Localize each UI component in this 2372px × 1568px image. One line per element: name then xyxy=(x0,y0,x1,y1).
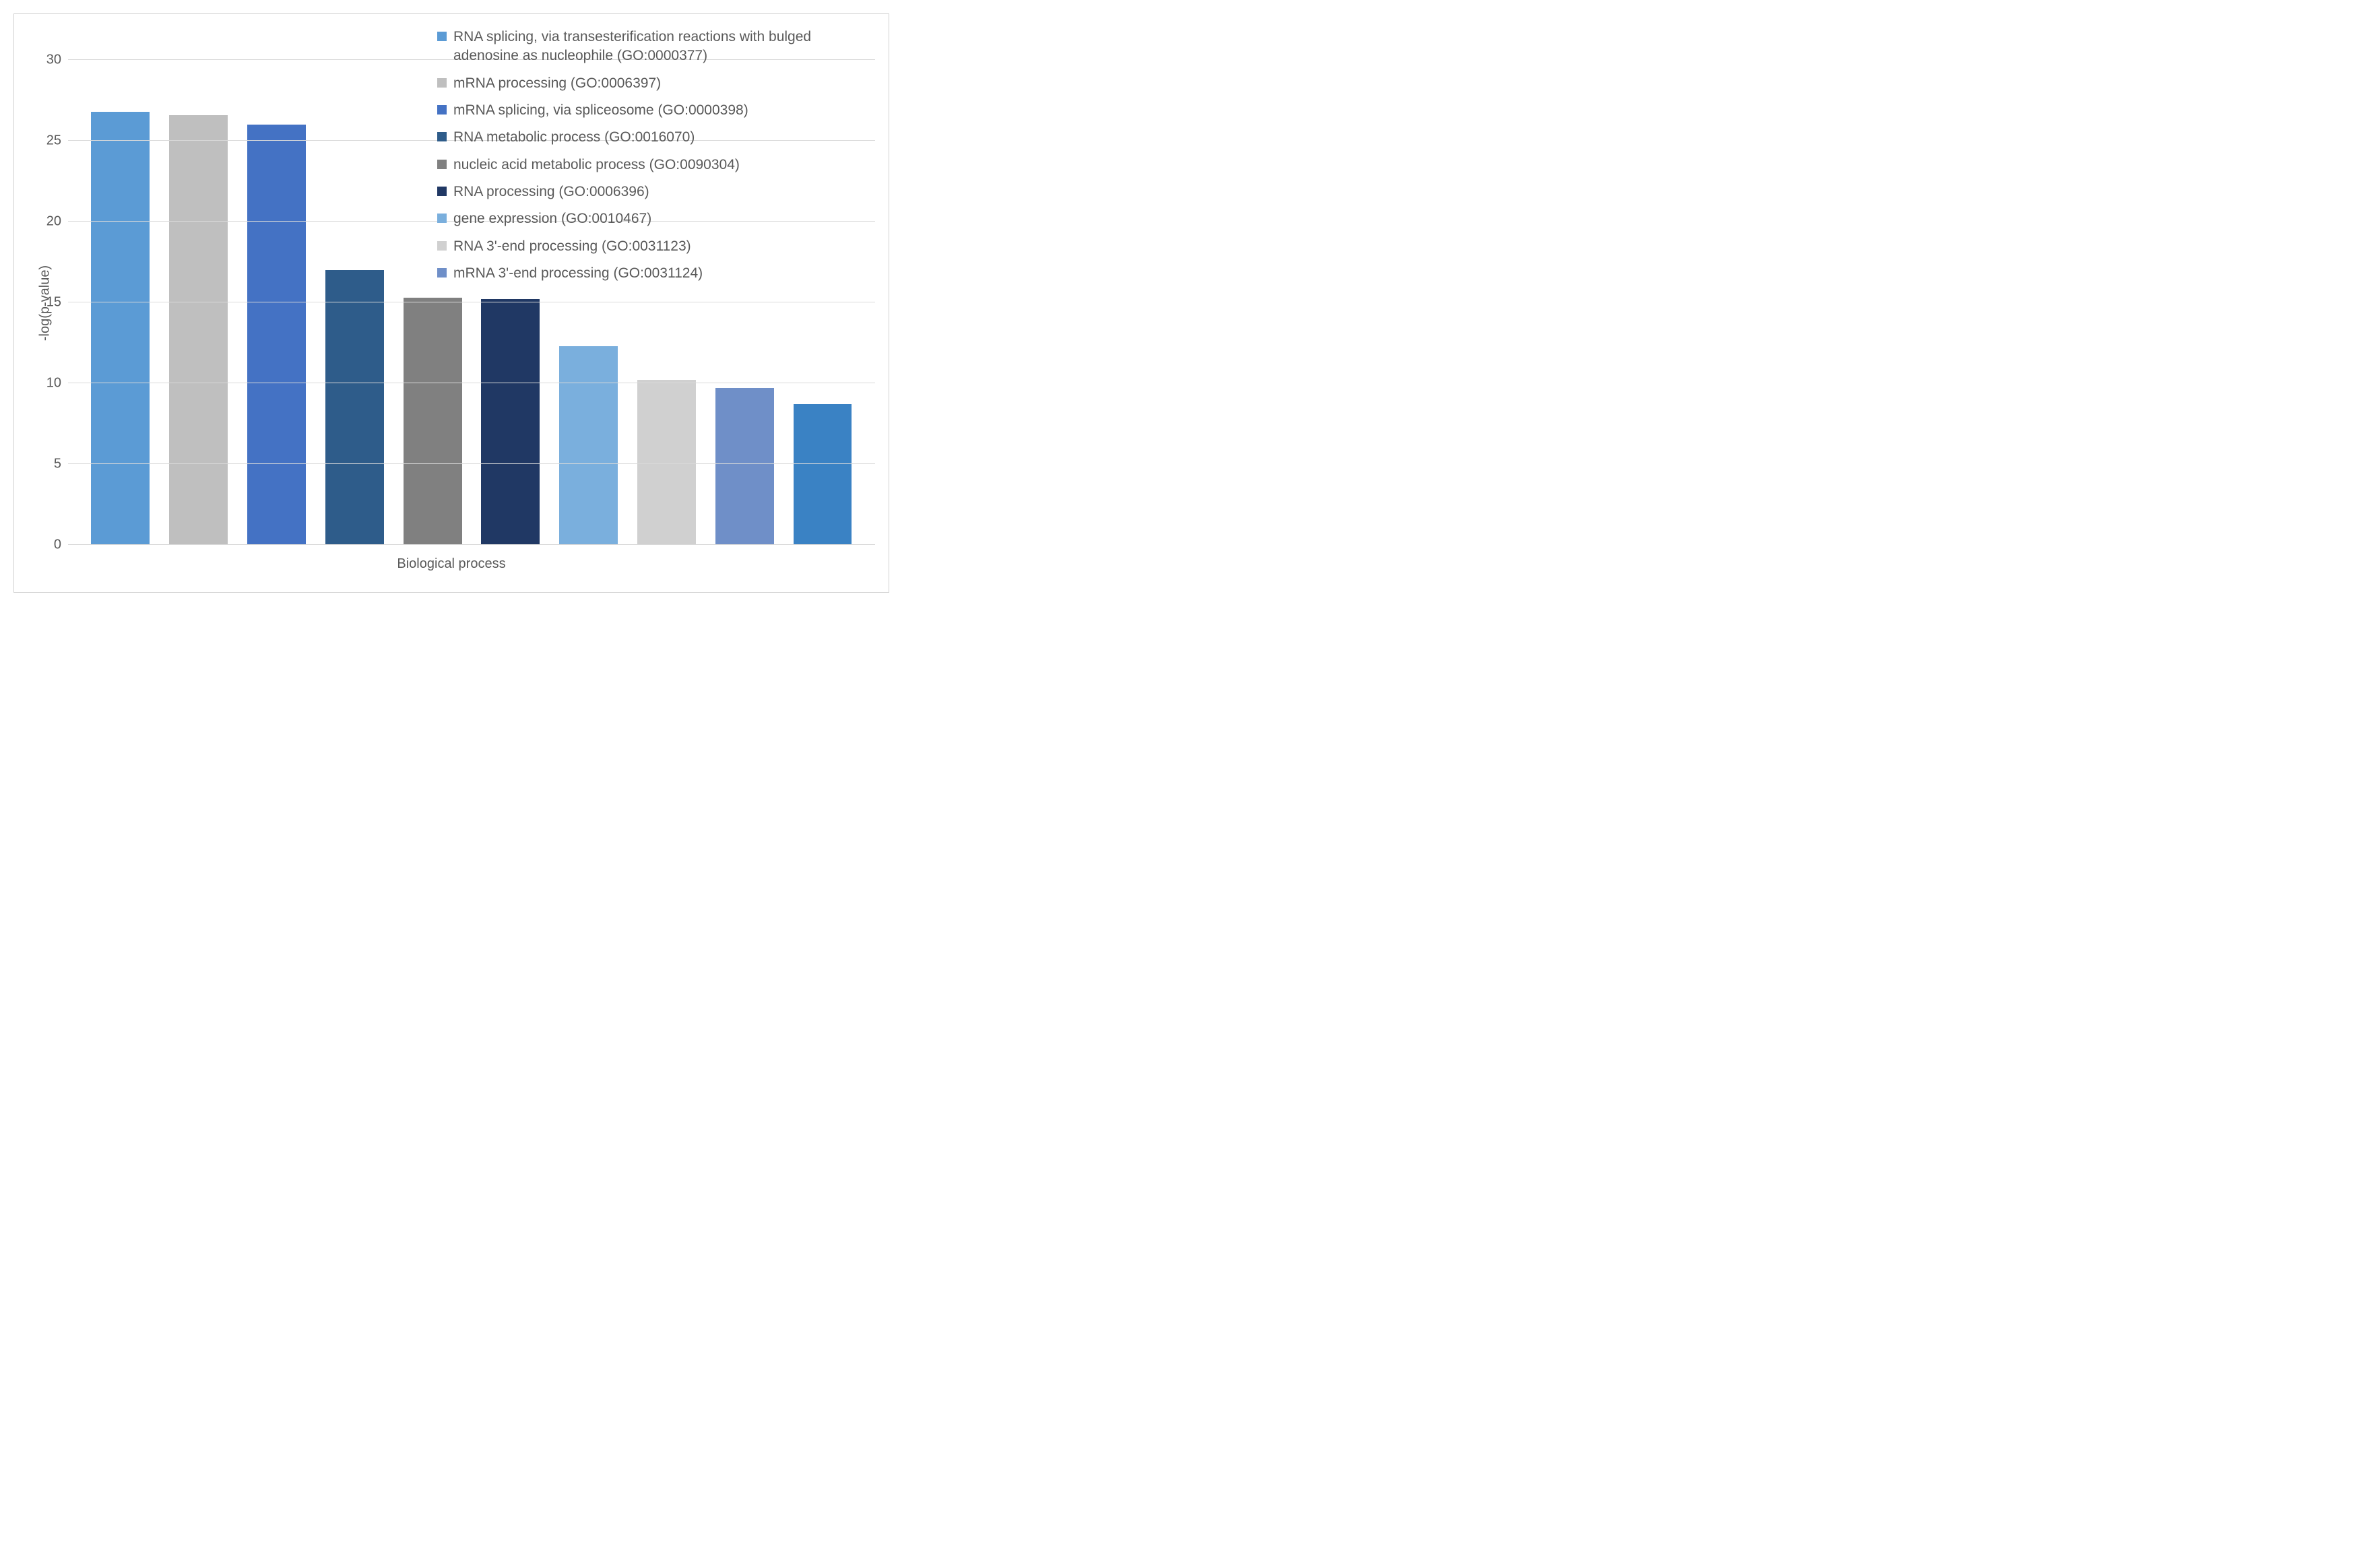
y-tick-label: 0 xyxy=(54,537,61,553)
grid-line xyxy=(68,544,875,545)
y-tick-label: 10 xyxy=(46,376,61,391)
legend-swatch xyxy=(437,187,447,196)
legend-label: gene expression (GO:0010467) xyxy=(453,209,868,228)
bar-group xyxy=(315,28,393,545)
legend-item: RNA metabolic process (GO:0016070) xyxy=(437,128,868,147)
legend-swatch xyxy=(437,32,447,41)
bar xyxy=(91,112,150,545)
legend-item: gene expression (GO:0010467) xyxy=(437,209,868,228)
bar-group xyxy=(82,28,160,545)
legend-label: RNA processing (GO:0006396) xyxy=(453,183,868,201)
legend-swatch xyxy=(437,132,447,141)
x-axis-label: Biological process xyxy=(397,556,505,572)
legend-item: RNA processing (GO:0006396) xyxy=(437,183,868,201)
legend-label: RNA 3'-end processing (GO:0031123) xyxy=(453,237,868,256)
legend-item: RNA 3'-end processing (GO:0031123) xyxy=(437,237,868,256)
y-tick-label: 30 xyxy=(46,53,61,68)
legend-swatch xyxy=(437,105,447,115)
legend-item: mRNA splicing, via spliceosome (GO:00003… xyxy=(437,101,868,120)
y-tick-label: 20 xyxy=(46,214,61,230)
legend: RNA splicing, via transesterification re… xyxy=(437,28,868,291)
bar xyxy=(559,346,618,545)
bar-group xyxy=(238,28,316,545)
legend-swatch xyxy=(437,78,447,88)
legend-swatch xyxy=(437,241,447,251)
chart-container: 051015202530 -log(p-value) Biological pr… xyxy=(13,13,889,593)
bar xyxy=(794,404,852,545)
legend-label: nucleic acid metabolic process (GO:00903… xyxy=(453,156,868,174)
grid-line xyxy=(68,463,875,464)
legend-label: mRNA 3'-end processing (GO:0031124) xyxy=(453,264,868,283)
y-tick-label: 25 xyxy=(46,133,61,149)
legend-label: RNA metabolic process (GO:0016070) xyxy=(453,128,868,147)
bar xyxy=(637,380,696,545)
y-tick-label: 5 xyxy=(54,457,61,472)
legend-label: mRNA processing (GO:0006397) xyxy=(453,74,868,93)
y-axis-label: -log(p-value) xyxy=(38,265,53,341)
bar-group xyxy=(160,28,238,545)
legend-swatch xyxy=(437,268,447,277)
bar xyxy=(715,388,774,545)
legend-swatch xyxy=(437,160,447,169)
legend-swatch xyxy=(437,214,447,223)
legend-label: mRNA splicing, via spliceosome (GO:00003… xyxy=(453,101,868,120)
bar xyxy=(169,115,228,545)
legend-item: mRNA 3'-end processing (GO:0031124) xyxy=(437,264,868,283)
legend-item: nucleic acid metabolic process (GO:00903… xyxy=(437,156,868,174)
legend-label: RNA splicing, via transesterification re… xyxy=(453,28,868,66)
legend-item: RNA splicing, via transesterification re… xyxy=(437,28,868,66)
bar xyxy=(247,125,306,545)
bar xyxy=(481,299,540,545)
bar xyxy=(325,270,384,545)
bar xyxy=(404,298,462,545)
legend-item: mRNA processing (GO:0006397) xyxy=(437,74,868,93)
